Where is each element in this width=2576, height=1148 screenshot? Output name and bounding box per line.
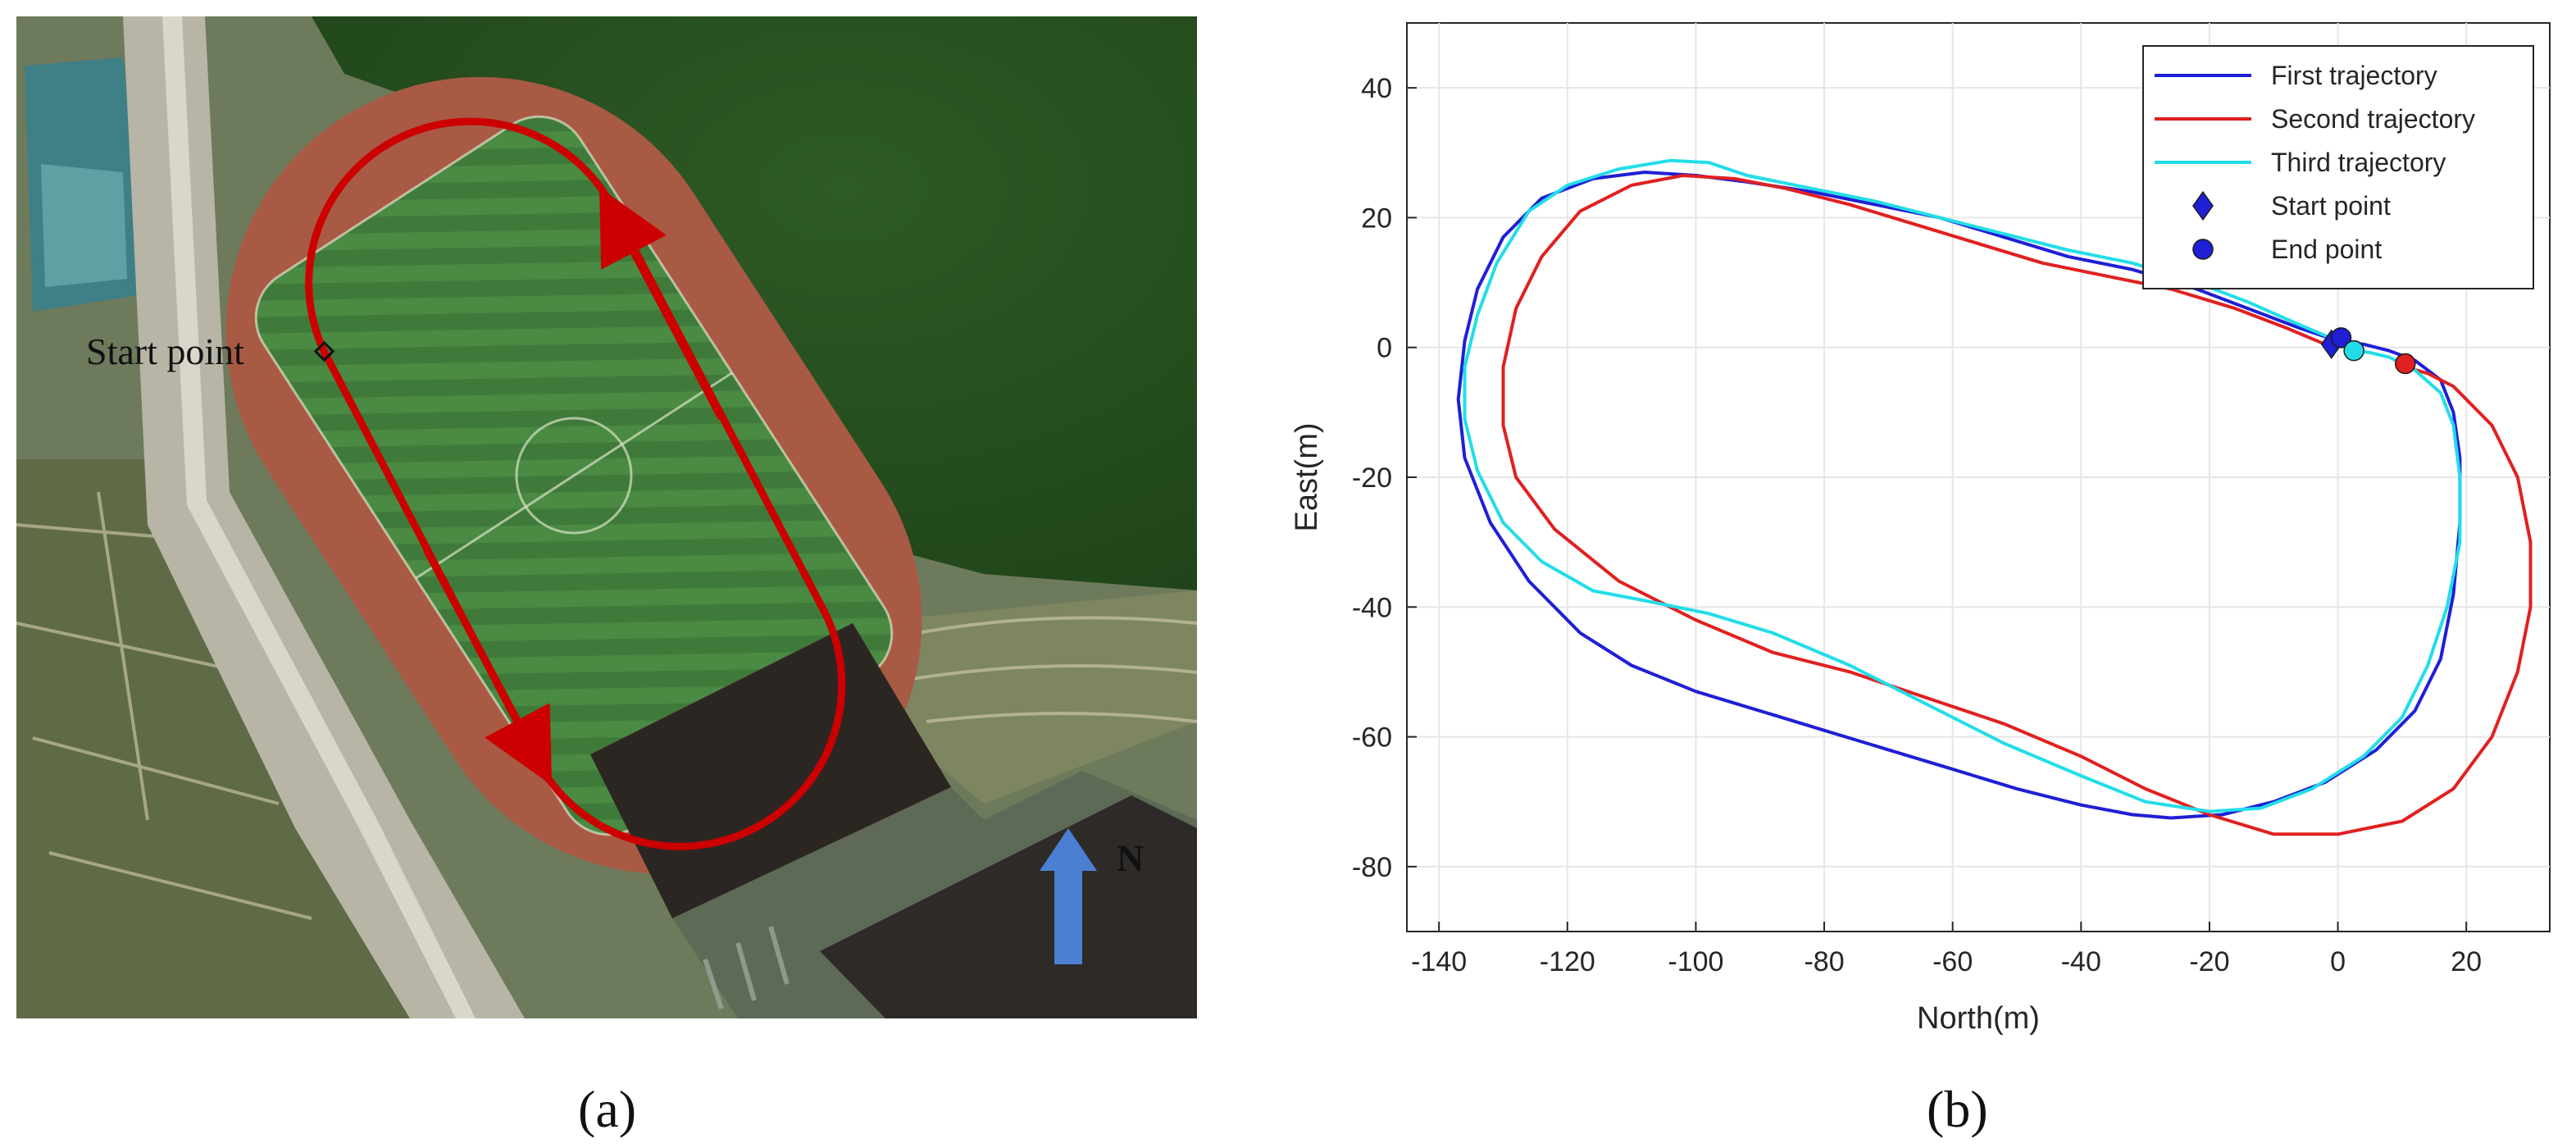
point-markers <box>2320 327 2416 375</box>
series-line-2 <box>1501 174 2533 836</box>
route-loop <box>305 117 846 850</box>
map-start-marker <box>313 340 335 362</box>
y-tick-label: 20 <box>1361 203 1392 234</box>
x-axis-title: North(m) <box>1917 1001 2040 1036</box>
point-marker-3 <box>2395 353 2416 375</box>
trajectory-chart: -140 -120 -100 -80 -60 -40 -20 0 20 40200-20-40-… <box>1290 22 2551 1036</box>
legend-label: Second trajectory <box>2271 104 2475 134</box>
point-marker-2 <box>2330 327 2352 348</box>
series-line-1 <box>1456 171 2462 820</box>
legend-item: First trajectory <box>2155 61 2437 90</box>
satellite-map: Start point N <box>16 16 1197 1018</box>
x-tick-label: -40 <box>2061 946 2101 977</box>
legend-marker-swatch <box>2192 239 2214 260</box>
start-point-label: Start point <box>86 330 244 372</box>
north-arrow-icon <box>1040 828 1097 964</box>
legend-label: First trajectory <box>2271 61 2437 90</box>
y-tick-label: -20 <box>1352 462 1392 494</box>
x-tick-label: -100 <box>1668 946 1723 977</box>
x-tick-label: -120 <box>1540 946 1595 977</box>
y-tick-label: 0 <box>1377 333 1392 364</box>
terrace-area <box>16 459 426 1018</box>
x-tick-label: -60 <box>1932 946 1973 977</box>
legend-label: Start point <box>2271 191 2391 221</box>
y-axis-ticks: 40 20 0 -20 -40 -60 -80 <box>1352 73 1417 883</box>
series-lines <box>1456 158 2533 836</box>
x-tick-label: -80 <box>1804 946 1844 977</box>
point-marker-4 <box>2343 339 2364 362</box>
y-tick-label: 40 <box>1361 73 1392 104</box>
x-tick-label: -140 <box>1411 946 1467 977</box>
series-line-3 <box>1463 158 2462 813</box>
legend-item: Third trajectory <box>2155 148 2446 177</box>
x-tick-label: 20 <box>2451 946 2482 977</box>
x-tick-label: 0 <box>2330 946 2346 977</box>
y-tick-label: -80 <box>1352 852 1392 883</box>
route-arrow-down <box>423 547 553 786</box>
y-axis-title: East(m) <box>1290 423 1324 532</box>
panel-b-label: (b) <box>1927 1080 1988 1138</box>
legend-item: Start point <box>2192 190 2391 221</box>
legend-item: End point <box>2192 235 2382 264</box>
legend-label: End point <box>2271 235 2382 264</box>
y-tick-label: -60 <box>1352 722 1392 754</box>
legend-label: Third trajectory <box>2271 148 2446 177</box>
legend-item: Second trajectory <box>2155 104 2475 134</box>
legend: First trajectory Second trajectory Third t… <box>2142 45 2534 289</box>
route-arrow-up <box>598 187 725 421</box>
x-axis-ticks: -140 -120 -100 -80 -60 -40 -20 0 20 <box>1411 922 2482 977</box>
north-label: N <box>1117 837 1144 879</box>
x-tick-label: -20 <box>2189 946 2229 977</box>
y-tick-label: -40 <box>1352 592 1392 623</box>
panel-a-label: (a) <box>578 1080 636 1138</box>
legend-marker-swatch <box>2192 190 2214 221</box>
